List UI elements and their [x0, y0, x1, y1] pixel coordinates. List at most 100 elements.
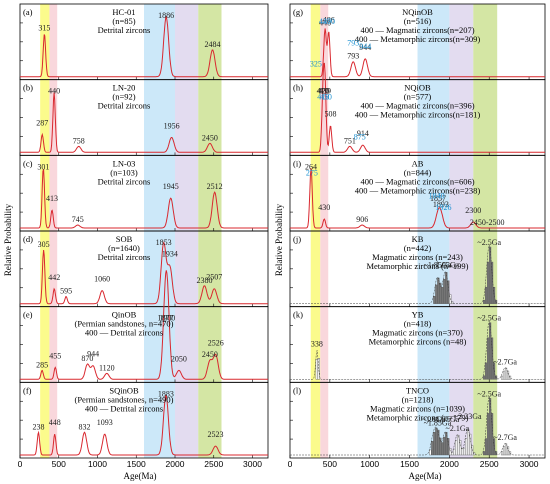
- panel-header-line: (n=577): [404, 92, 432, 102]
- probability-curve: [20, 270, 268, 380]
- histogram-bar: [463, 447, 466, 456]
- histogram-bar: [437, 429, 440, 456]
- histogram-bar: [504, 367, 508, 380]
- panel-header-line: 400 — Magmatic zircons(n=207): [360, 25, 474, 35]
- probability-curve: [20, 92, 268, 153]
- probability-curve: [20, 394, 268, 456]
- peak-label: 2526: [208, 338, 224, 347]
- histogram-bar: [433, 296, 436, 304]
- left-x-axis-label: Age(Ma): [124, 471, 157, 481]
- x-tick-label: 1500: [127, 459, 146, 469]
- peak-label: 1877: [157, 314, 173, 323]
- panel-header-line: AB: [412, 158, 424, 168]
- panel-e: (e) QinOB(Permian sandstones, n=470)400 —…: [19, 270, 269, 383]
- panel-header-line: (n=85): [112, 16, 135, 26]
- peak-label: 758: [73, 136, 85, 145]
- peak-label: ~1.95Ga: [432, 261, 460, 270]
- panel-id: (l): [293, 385, 301, 395]
- peak-label-metamorphic: 793: [347, 39, 359, 48]
- probability-curve: [290, 168, 545, 229]
- peak-label: ~2.7Ga: [493, 433, 517, 442]
- peak-label: 2512: [207, 182, 223, 191]
- panel-header-line: KB: [412, 234, 424, 244]
- histogram-bar: [457, 434, 460, 456]
- peak-label-metamorphic: 944: [359, 42, 371, 51]
- peak-label: 2523: [208, 430, 224, 439]
- left-column: (a) HC-01(n=85)Detrital zircons3151886248…: [18, 3, 269, 469]
- peak-label: 287: [36, 118, 48, 127]
- peak-label: 1857: [430, 194, 446, 203]
- peak-label-metamorphic: 275: [306, 168, 318, 177]
- panel-f: (f) SQinOB(Permian sandstones, n=490)400 …: [18, 381, 269, 469]
- histogram-bar: [494, 451, 498, 456]
- panel-header-line: 400 — Magmatic zircons(n=606): [360, 176, 474, 186]
- panel-id: (h): [293, 83, 303, 93]
- probability-curve: [290, 62, 545, 153]
- panel-header-line: SOB: [116, 234, 133, 244]
- probability-curve: [20, 169, 268, 229]
- histogram-bar: [487, 337, 490, 380]
- panel-header-line: Detrital zircons: [98, 101, 151, 111]
- panel-header-line: (n=103): [110, 167, 138, 177]
- histogram-bar: [483, 451, 486, 456]
- probability-curve: [290, 28, 545, 78]
- peak-label: 442: [48, 273, 60, 282]
- peak-label: ~1.85Ga: [424, 419, 452, 428]
- panel-header-line: 400 — Magmatic zircons(n=396): [360, 101, 474, 111]
- panel-header-line: Detrital zircons: [98, 25, 151, 35]
- histogram-bar: [453, 448, 456, 456]
- histogram-bar: [508, 375, 512, 380]
- histogram-bar: [455, 440, 458, 456]
- peak-label-metamorphic: 490: [323, 17, 335, 26]
- peak-label-metamorphic: 875: [354, 133, 366, 142]
- panel-header-line: Magmatic zircons (n=370): [372, 328, 463, 338]
- peak-label-metamorphic: 437: [319, 17, 331, 26]
- histogram-bar: [500, 451, 504, 456]
- histogram-bar: [489, 246, 492, 304]
- panel-header-line: (Permian sandstones, n=490): [75, 394, 174, 404]
- density-curve: [290, 244, 545, 304]
- panel-header-line: Metamorphic zircons (n=48): [369, 337, 467, 347]
- density-curve: [290, 319, 545, 380]
- histogram-bar: [502, 446, 506, 456]
- right-x-axis-label: Age(Ma): [409, 471, 442, 481]
- peak-label: 448: [49, 418, 61, 427]
- panel-id: (e): [23, 310, 33, 320]
- left-y-axis-label: Relative Probability: [3, 203, 13, 276]
- peak-label: ~1.85Ga: [424, 261, 452, 270]
- histogram-bar: [469, 433, 472, 456]
- x-tick-label: 0: [288, 459, 293, 469]
- x-tick-label: 2000: [166, 459, 185, 469]
- histogram-bar: [435, 284, 438, 304]
- panel-id: (f): [23, 385, 32, 395]
- peak-label: 870: [81, 354, 93, 363]
- panel-header-line: (n=844): [404, 167, 432, 177]
- right-column: (g) NQinOB(n=516)400 — Magmatic zircons(n…: [288, 3, 546, 469]
- histogram-bar: [493, 438, 496, 456]
- peak-label-metamorphic: 450: [320, 93, 332, 102]
- histogram-bar: [506, 370, 510, 380]
- histogram-bar: [487, 413, 490, 456]
- density-curve: [290, 395, 545, 456]
- peak-label: 1900: [159, 314, 175, 323]
- panel-header-line: HC-01: [112, 7, 135, 17]
- histogram-bar: [431, 441, 434, 456]
- panel-header-line: (n=1218): [402, 394, 434, 404]
- histogram-bar: [502, 370, 506, 380]
- histogram-bar: [441, 286, 444, 304]
- peak-label: 410: [317, 87, 329, 96]
- peak-label: ~2.7Ga: [493, 357, 517, 366]
- panel-header-line: (n=442): [404, 243, 432, 253]
- peak-label: 301: [37, 162, 49, 171]
- peak-label: 420: [317, 87, 329, 96]
- histogram-bar: [471, 445, 474, 456]
- peak-label: 1945: [163, 182, 179, 191]
- panel-id: (i): [293, 158, 301, 168]
- peak-label: 285: [36, 360, 48, 369]
- peak-label: 2050: [171, 354, 187, 363]
- peak-label: 439: [319, 87, 331, 96]
- histogram-bar: [443, 278, 446, 304]
- peak-label: 1956: [164, 121, 180, 130]
- peak-label: ~2.23Ga: [454, 412, 482, 421]
